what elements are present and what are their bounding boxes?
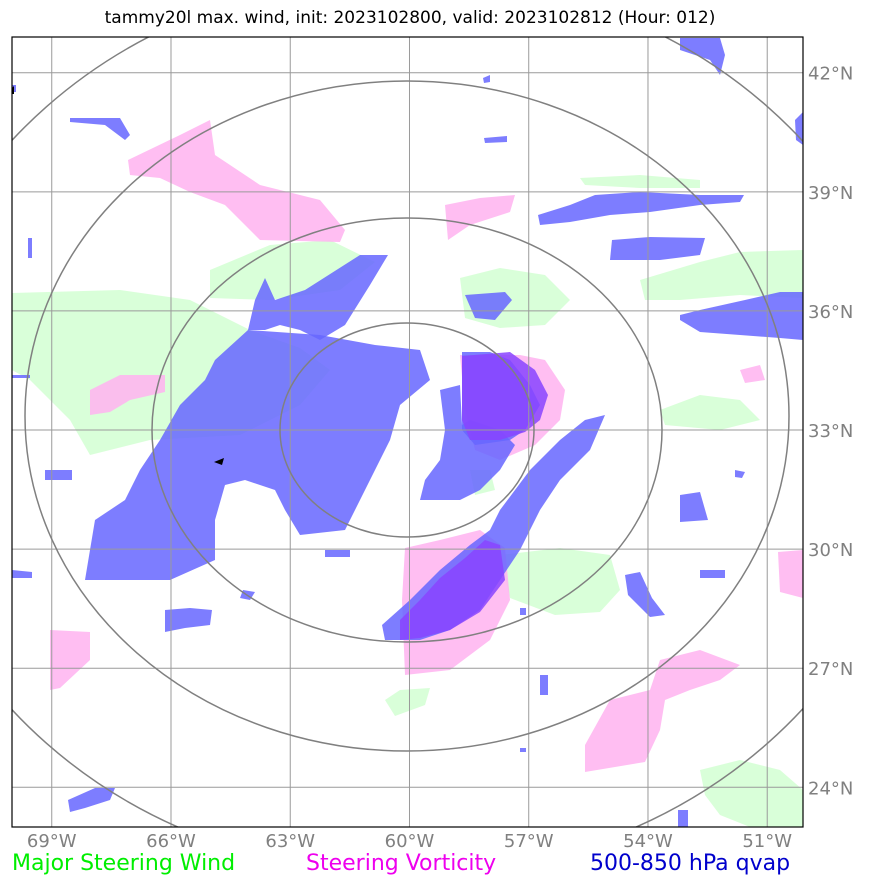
longitude-tick-label: 57°W [504, 831, 554, 852]
latitude-tick-label: 30°N [808, 540, 853, 561]
longitude-tick-label: 66°W [146, 831, 196, 852]
legend-steering-vorticity: Steering Vorticity [306, 851, 497, 876]
range-ring-3 [24, 80, 790, 752]
longitude-tick-label: 54°W [623, 831, 673, 852]
longitude-tick-label: 51°W [742, 831, 792, 852]
range-ring-1 [279, 322, 535, 538]
map-frame [11, 36, 804, 828]
gridlines [12, 37, 803, 827]
qvap-vorticity-overlap [400, 352, 548, 640]
legend-qvap: 500-850 hPa qvap [590, 851, 791, 876]
range-ring-2 [151, 217, 663, 643]
longitude-tick-label: 69°W [27, 831, 77, 852]
latitude-tick-label: 27°N [808, 659, 853, 680]
latitude-tick-label: 24°N [808, 778, 853, 799]
longitude-ticks: 69°W 66°W 63°W 60°W 57°W 54°W 51°W [27, 831, 792, 852]
latitude-tick-label: 42°N [808, 64, 853, 85]
legend-steering-wind: Major Steering Wind [12, 851, 236, 876]
latitude-ticks: 42°N 39°N 36°N 33°N 30°N 27°N 24°N [808, 64, 853, 800]
latitude-tick-label: 33°N [808, 421, 853, 442]
longitude-tick-label: 63°W [265, 831, 315, 852]
land-speck [214, 458, 224, 465]
latitude-tick-label: 36°N [808, 302, 853, 323]
latitude-tick-label: 39°N [808, 183, 853, 204]
map-title: tammy20l max. wind, init: 2023102800, va… [104, 8, 716, 28]
longitude-tick-label: 60°W [385, 831, 435, 852]
